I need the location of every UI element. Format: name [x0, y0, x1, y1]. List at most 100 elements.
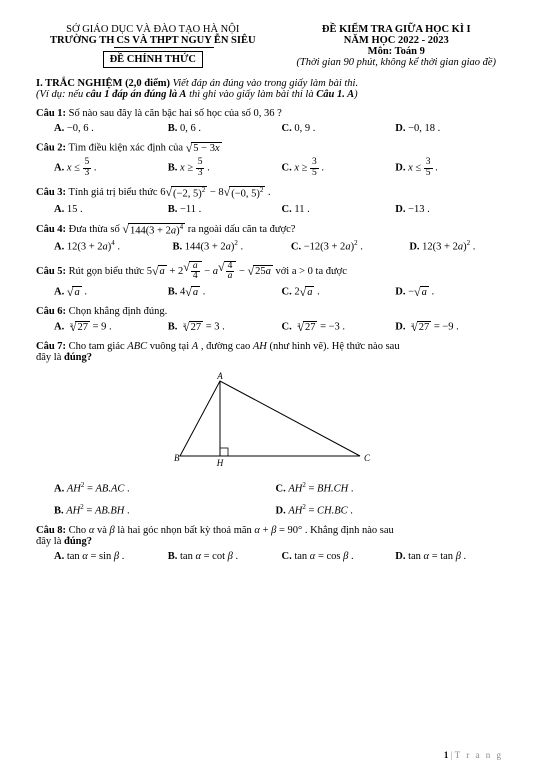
- q8-opt-C: C. tan α = cos β .: [282, 551, 390, 562]
- page-number: 1: [444, 750, 449, 760]
- section-title: I. TRẮC NGHIỆM (2,0 điểm): [36, 78, 170, 89]
- label-B: B: [174, 453, 180, 463]
- q1-opt-A: A. −0, 6 .: [54, 123, 162, 134]
- q4-text-a: Đưa thừa số: [69, 224, 123, 235]
- instr2e: ): [354, 89, 358, 100]
- q6-opt-C: C. 3√27 = −3 .: [282, 321, 390, 333]
- exam-title: ĐỀ KIỂM TRA GIỮA HỌC KÌ I: [280, 24, 514, 35]
- q1-opt-D: D. −0, 18 .: [395, 123, 503, 134]
- q6-label: Câu 6:: [36, 306, 66, 317]
- q7-opt-C: C. AH2 = BH.CH .: [276, 482, 492, 495]
- sqrt-icon: √25a: [248, 265, 273, 277]
- subject: Môn: Toán 9: [280, 46, 514, 57]
- q7-opt-B: B. AH2 = AB.BH .: [54, 504, 270, 517]
- header: SỞ GIÁO DỤC VÀ ĐÀO TẠO HÀ NỘI TRƯỜNG THC…: [36, 24, 503, 68]
- label-A: A: [216, 371, 223, 381]
- q5-opt-C: C. 2√a .: [282, 286, 390, 298]
- instr2c: thì ghi vào giấy làm bài thi là: [186, 89, 316, 100]
- q2-opt-D: D. x ≤ 35 .: [395, 158, 503, 178]
- sqrt-icon: √(−0, 5)2: [224, 186, 266, 200]
- q2-opt-C: C. x ≥ 35 .: [282, 158, 390, 178]
- q8-text-a: Cho α và β là hai góc nhọn bất kỳ thoả m…: [69, 525, 394, 536]
- q1-label: Câu 1:: [36, 108, 66, 119]
- exam-year: NĂM HỌC 2022 - 2023: [280, 35, 514, 46]
- q5-text-b: với a > 0 ta được: [275, 266, 346, 277]
- school: TRƯỜNG THCS VÀ THPT NGUYỄN SIÊU: [36, 35, 270, 48]
- q6-opt-D: D. 3√27 = −9 .: [395, 321, 503, 333]
- header-left: SỞ GIÁO DỤC VÀ ĐÀO TẠO HÀ NỘI TRƯỜNG THC…: [36, 24, 270, 68]
- question-5: Câu 5: Rút gọn biểu thức 5√a + 2√a4 − a√…: [36, 261, 503, 282]
- q6-opt-A: A. 3√27 = 9 .: [54, 321, 162, 333]
- q4-opt-A: A. 12(3 + 2a)4 .: [54, 240, 166, 253]
- q1-options: A. −0, 6 . B. 0, 6 . C. 0, 9 . D. −0, 18…: [36, 123, 503, 134]
- q5-opt-B: B. 4√a .: [168, 286, 276, 298]
- q2-options: A. x ≤ 53 . B. x ≥ 53 . C. x ≥ 35 . D. x…: [36, 158, 503, 178]
- question-8: Câu 8: Cho α và β là hai góc nhọn bất kỳ…: [36, 525, 503, 536]
- q5-options: A. √a . B. 4√a . C. 2√a . D. −√a .: [36, 286, 503, 298]
- q3-label: Câu 3:: [36, 187, 66, 198]
- q1-opt-B: B. 0, 6 .: [168, 123, 276, 134]
- instr2b: câu 1 đáp án đúng là A: [86, 89, 187, 100]
- q4-opt-C: C. −12(3 + 2a)2 .: [291, 240, 403, 253]
- q3-opt-A: A. 15 .: [54, 204, 162, 215]
- question-3: Câu 3: Tính giá trị biểu thức 6√(−2, 5)2…: [36, 186, 503, 200]
- header-right: ĐỀ KIỂM TRA GIỮA HỌC KÌ I NĂM HỌC 2022 -…: [280, 24, 514, 68]
- sqrt-icon: √144(3 + 2a)4: [122, 223, 185, 237]
- q6-options: A. 3√27 = 9 . B. 3√27 = 3 . C. 3√27 = −3…: [36, 321, 503, 333]
- instr2d: Câu 1. A: [316, 89, 354, 100]
- q1-text: Số nào sau đây là căn bậc hai số học của…: [69, 108, 282, 119]
- section-1: I. TRẮC NGHIỆM (2,0 điểm) Viết đáp án đú…: [36, 78, 503, 89]
- q5-text-a: Rút gọn biểu thức: [69, 266, 147, 277]
- sqrt-icon: √a4: [183, 261, 201, 282]
- q5-opt-A: A. √a .: [54, 286, 162, 298]
- q4-text-b: ra ngoài dấu căn ta được?: [188, 224, 296, 235]
- page-label: T r a n g: [455, 750, 503, 760]
- triangle-diagram: A B C H: [36, 371, 503, 474]
- q7-options: A. AH2 = AB.AC . C. AH2 = BH.CH . B. AH2…: [36, 482, 503, 517]
- label-H: H: [215, 458, 223, 468]
- q2-opt-A: A. x ≤ 53 .: [54, 158, 162, 178]
- q7-label: Câu 7:: [36, 341, 66, 352]
- q3-options: A. 15 . B. −11 . C. 11 . D. −13 .: [36, 204, 503, 215]
- q4-label: Câu 4:: [36, 224, 66, 235]
- q8-label: Câu 8:: [36, 525, 66, 536]
- sqrt-icon: √(−2, 5)2: [165, 186, 207, 200]
- sqrt-icon: √5 − 3x: [186, 142, 222, 154]
- q2-label: Câu 2:: [36, 143, 66, 154]
- q8-opt-D: D. tan α = tan β .: [395, 551, 503, 562]
- question-4: Câu 4: Đưa thừa số √144(3 + 2a)4 ra ngoà…: [36, 223, 503, 237]
- q3-text: Tính giá trị biểu thức: [68, 187, 160, 198]
- q8-options: A. tan α = sin β . B. tan α = cot β . C.…: [36, 551, 503, 562]
- page: SỞ GIÁO DỤC VÀ ĐÀO TẠO HÀ NỘI TRƯỜNG THC…: [0, 0, 539, 770]
- question-7: Câu 7: Cho tam giác ABC vuông tại A , đư…: [36, 341, 503, 352]
- q1-opt-C: C. 0, 9 .: [282, 123, 390, 134]
- label-C: C: [364, 453, 371, 463]
- q8-text-b: đây là đúng?: [36, 536, 503, 547]
- q4-opt-B: B. 144(3 + 2a)2 .: [172, 240, 284, 253]
- section-instr2: (Ví dụ: nếu câu 1 đáp án đúng là A thì g…: [36, 89, 503, 100]
- question-1: Câu 1: Số nào sau đây là căn bậc hai số …: [36, 108, 503, 119]
- q2-text: Tìm điều kiện xác định của: [68, 143, 185, 154]
- section-instr1: Viết đáp án đúng vào trong giấy làm bài …: [173, 78, 358, 89]
- q4-options: A. 12(3 + 2a)4 . B. 144(3 + 2a)2 . C. −1…: [36, 240, 503, 253]
- time-note: (Thời gian 90 phút, không kể thời gian g…: [280, 57, 514, 68]
- q7-opt-D: D. AH2 = CH.BC .: [276, 504, 492, 517]
- question-2: Câu 2: Tìm điều kiện xác định của √5 − 3…: [36, 142, 503, 154]
- question-6: Câu 6: Chọn khẳng định đúng.: [36, 306, 503, 317]
- q2-opt-B: B. x ≥ 53 .: [168, 158, 276, 178]
- q3-opt-C: C. 11 .: [282, 204, 390, 215]
- q5-opt-D: D. −√a .: [395, 286, 503, 298]
- q4-opt-D: D. 12(3 + 2a)2 .: [409, 240, 503, 253]
- page-footer: 1 | T r a n g: [444, 751, 503, 760]
- q5-label: Câu 5:: [36, 266, 66, 277]
- official-box: ĐỀ CHÍNH THỨC: [103, 51, 203, 68]
- dept: SỞ GIÁO DỤC VÀ ĐÀO TẠO HÀ NỘI: [36, 24, 270, 35]
- q7-text-b: đây là đúng?: [36, 352, 503, 363]
- q8-opt-A: A. tan α = sin β .: [54, 551, 162, 562]
- sqrt-icon: √a: [152, 265, 167, 277]
- q3-opt-D: D. −13 .: [395, 204, 503, 215]
- q7-text-a: Cho tam giác ABC vuông tại A , đường cao…: [69, 341, 400, 352]
- q6-opt-B: B. 3√27 = 3 .: [168, 321, 276, 333]
- triangle-svg: A B C H: [160, 371, 380, 471]
- q8-opt-B: B. tan α = cot β .: [168, 551, 276, 562]
